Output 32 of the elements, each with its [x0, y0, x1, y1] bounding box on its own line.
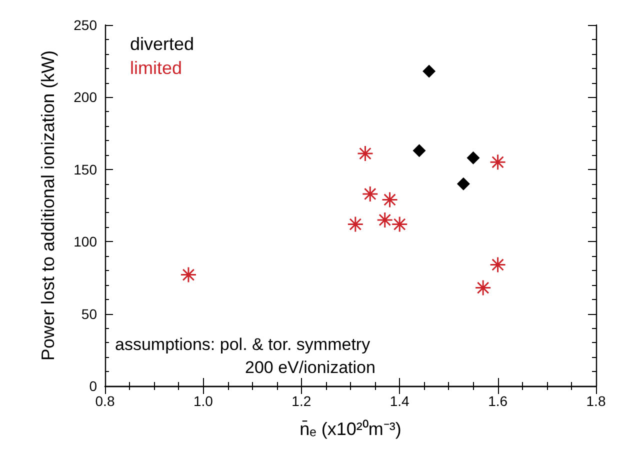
point: [466, 151, 480, 164]
y-tick-label: 50: [81, 306, 98, 322]
text: limited: [130, 58, 182, 78]
y-tick-label: 100: [74, 234, 98, 250]
point: [180, 266, 197, 284]
annotation: assumptions: pol. & tor. symmetry: [115, 335, 371, 354]
point: [347, 216, 364, 233]
point: [490, 256, 506, 273]
x-tick-label: 1.8: [586, 393, 606, 409]
x-tick-label: 1.2: [292, 393, 312, 409]
y-tick-label: 200: [74, 89, 98, 106]
y-tick-label: 0: [89, 378, 98, 394]
point: [356, 145, 374, 162]
point: [474, 280, 492, 296]
point: [362, 186, 378, 202]
point: [412, 144, 426, 158]
annotation: 200 eV/ionization: [245, 358, 376, 377]
y-axis-title: Power lost to additional ionization (kW): [38, 50, 58, 361]
point: [391, 216, 408, 233]
y-tick-label: 250: [74, 17, 98, 33]
point: [456, 177, 470, 190]
y-tick-label: 150: [74, 161, 98, 178]
point: [382, 191, 398, 208]
x-tick-label: 1.0: [193, 393, 214, 409]
text: diverted: [130, 34, 194, 54]
x-tick-label: 1.6: [488, 393, 508, 409]
x-tick-label: 0.8: [95, 393, 115, 409]
point: [490, 154, 506, 170]
point: [376, 212, 394, 228]
x-axis-title: n̄ₑ (x10²⁰m⁻³): [300, 419, 402, 439]
x-tick-label: 1.4: [390, 393, 410, 409]
point: [422, 64, 436, 78]
